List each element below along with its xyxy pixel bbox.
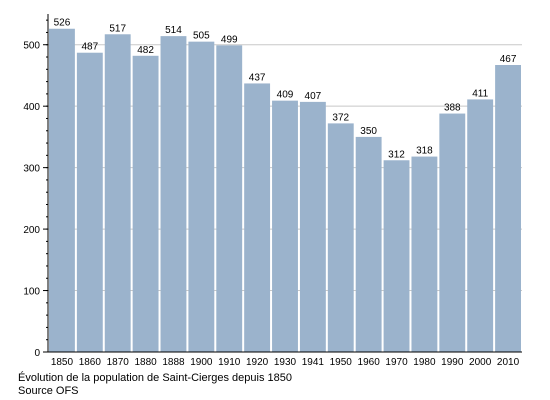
x-tick-label: 1888 [162, 357, 185, 368]
x-tick-label: 1980 [413, 357, 436, 368]
bar-value-label: 411 [472, 88, 488, 99]
bar [411, 156, 438, 352]
y-tick-label: 400 [23, 102, 40, 113]
y-tick-label: 0 [34, 348, 40, 359]
bar-value-label: 372 [332, 112, 349, 123]
bar [383, 160, 410, 352]
y-tick-label: 500 [23, 41, 40, 52]
bar-value-label: 482 [137, 45, 154, 56]
bar [467, 99, 494, 353]
x-tick-label: 1850 [51, 357, 74, 368]
x-tick-label: 1860 [79, 357, 102, 368]
bar-value-label: 467 [500, 54, 517, 65]
x-tick-label: 1960 [358, 357, 381, 368]
bar-value-label: 526 [54, 18, 71, 29]
bar [272, 100, 298, 352]
bar-value-label: 409 [277, 90, 294, 101]
x-tick-label: 1970 [385, 357, 408, 368]
bar [244, 83, 271, 352]
bar-value-label: 318 [416, 146, 433, 157]
x-tick-label: 1900 [190, 357, 213, 368]
bar-value-label: 499 [221, 34, 238, 45]
x-tick-label: 1950 [330, 357, 353, 368]
x-tick-label: 2000 [469, 357, 492, 368]
bar [188, 41, 215, 353]
bar [104, 34, 131, 352]
bar [299, 101, 326, 352]
bar-value-label: 407 [305, 91, 322, 102]
bar [439, 113, 466, 352]
x-tick-label: 1990 [441, 357, 464, 368]
x-tick-label: 1910 [218, 357, 241, 368]
x-tick-label: 1941 [302, 357, 325, 368]
bar [327, 123, 354, 352]
bar [160, 36, 187, 353]
bar [49, 28, 75, 353]
bar-value-label: 350 [360, 126, 377, 137]
bar [495, 65, 521, 353]
bar-value-label: 437 [249, 72, 266, 83]
chart-source: Source OFS [18, 385, 79, 397]
bar-value-label: 514 [165, 25, 182, 36]
bar [216, 45, 243, 352]
bar [76, 52, 103, 352]
bar-value-label: 505 [193, 31, 210, 42]
bar [355, 136, 382, 352]
chart-caption: Évolution de la population de Saint-Cier… [18, 372, 292, 384]
y-tick-label: 300 [23, 164, 40, 175]
x-tick-label: 1880 [134, 357, 157, 368]
bar-value-label: 517 [109, 23, 126, 34]
x-tick-label: 2010 [497, 357, 520, 368]
x-tick-label: 1930 [274, 357, 297, 368]
x-tick-label: 1870 [107, 357, 130, 368]
bar-value-label: 312 [388, 149, 405, 160]
x-tick-label: 1920 [246, 357, 269, 368]
bar [132, 55, 159, 352]
y-tick-label: 200 [23, 225, 40, 236]
y-tick-label: 100 [23, 287, 40, 298]
bar-value-label: 388 [444, 103, 461, 114]
bar-value-label: 487 [81, 42, 98, 53]
